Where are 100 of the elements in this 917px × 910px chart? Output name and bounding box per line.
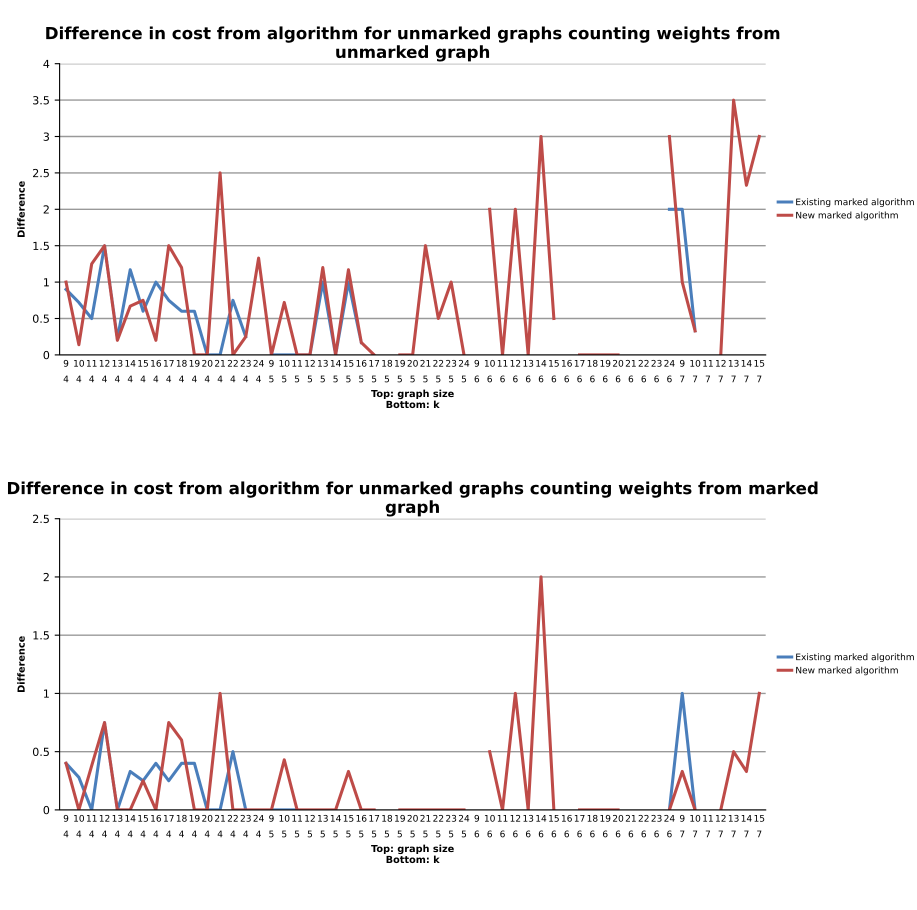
x-tick-label: 21 5 xyxy=(420,360,430,382)
x-tick-label: 19 6 xyxy=(600,814,610,838)
x-tick-label: 12 6 xyxy=(510,814,520,838)
x-tick-label: 13 7 xyxy=(728,814,739,838)
x-tick-label: 14 5 xyxy=(330,360,341,382)
x-tick-label: 24 6 xyxy=(664,360,675,382)
x-tick-label: 11 6 xyxy=(498,360,508,382)
x-tick-label: 22 4 xyxy=(228,360,238,382)
x-tick-label: 24 6 xyxy=(664,814,675,838)
x-tick-label: 19 4 xyxy=(190,814,200,838)
x-tick-label: 11 4 xyxy=(86,815,97,838)
x-axis-title: Top: graph size Bottom: k xyxy=(371,390,454,408)
x-tick-label: 9 7 xyxy=(680,814,684,838)
x-tick-label: 20 6 xyxy=(612,360,624,382)
x-tick-label: 20 4 xyxy=(202,360,212,382)
x-tick-label: 13 7 xyxy=(728,360,739,382)
x-tick-label: 23 6 xyxy=(651,360,662,382)
y-axis-title: Difference xyxy=(17,636,25,692)
x-tick-label: 10 5 xyxy=(280,360,290,382)
x-tick-label: 23 4 xyxy=(240,360,251,382)
x-tick-label: 16 4 xyxy=(151,360,162,382)
x-axis-title: Top: graph size Bottom: k xyxy=(371,844,454,864)
x-tick-label: 17 6 xyxy=(574,360,585,382)
x-tick-label: 18 5 xyxy=(382,360,392,382)
x-tick-label: 20 6 xyxy=(612,814,624,838)
x-tick-label: 22 6 xyxy=(638,360,649,382)
x-tick-label: 21 6 xyxy=(626,360,636,382)
x-tick-label: 11 4 xyxy=(86,360,97,382)
legend-label: Existing marked algorithm xyxy=(796,198,914,208)
x-tick-label: 11 5 xyxy=(292,360,302,382)
legend-label: New marked algorithm xyxy=(796,666,898,676)
x-tick-label: 12 5 xyxy=(305,814,315,838)
x-tick-label: 15 4 xyxy=(138,360,148,382)
x-tick-label: 14 4 xyxy=(125,360,136,382)
x-tick-label: 10 4 xyxy=(74,814,84,838)
x-tick-label: 9 6 xyxy=(474,360,480,382)
x-tick-label: 18 6 xyxy=(588,360,598,382)
y-axis-title: Difference xyxy=(17,181,25,237)
x-tick-label: 11 7 xyxy=(703,815,713,838)
x-tick-label: 9 7 xyxy=(680,360,684,382)
x-tick-label: 16 4 xyxy=(151,814,162,838)
x-tick-label: 13 5 xyxy=(318,360,328,382)
x-tick-label: 13 4 xyxy=(112,814,122,838)
y-tick-label: 2.5 xyxy=(33,168,49,178)
x-tick-label: 9 6 xyxy=(474,814,480,838)
x-tick-label: 15 5 xyxy=(344,360,354,382)
x-tick-label: 16 5 xyxy=(356,360,366,382)
y-tick-label: 0 xyxy=(44,350,50,360)
x-tick-label: 24 5 xyxy=(458,360,470,382)
y-tick-label: 3.5 xyxy=(33,96,49,104)
legend-label: Existing marked algorithm xyxy=(796,653,914,662)
x-tick-label: 22 6 xyxy=(638,814,649,838)
x-tick-label: 13 5 xyxy=(318,814,328,838)
x-tick-label: 9 4 xyxy=(64,814,68,838)
x-tick-label: 13 6 xyxy=(523,360,534,382)
x-tick-label: 20 5 xyxy=(408,360,418,382)
x-tick-label: 11 6 xyxy=(498,815,508,838)
x-tick-label: 16 6 xyxy=(562,360,572,382)
x-tick-label: 14 7 xyxy=(742,360,752,382)
x-tick-label: 21 4 xyxy=(215,814,225,838)
y-tick-label: 1 xyxy=(44,278,49,286)
x-tick-label: 14 6 xyxy=(536,815,546,838)
x-tick-label: 17 6 xyxy=(574,815,585,838)
x-tick-label: 10 6 xyxy=(484,360,495,382)
x-tick-label: 20 5 xyxy=(408,814,418,838)
x-tick-label: 15 4 xyxy=(138,815,148,838)
x-tick-label: 10 6 xyxy=(484,814,495,838)
legend-label: New marked algorithm xyxy=(796,212,898,220)
x-tick-label: 17 4 xyxy=(164,815,174,838)
x-tick-label: 14 4 xyxy=(125,815,136,838)
x-tick-label: 17 5 xyxy=(369,815,380,838)
x-tick-label: 19 5 xyxy=(395,814,405,838)
x-tick-label: 15 6 xyxy=(549,360,559,382)
x-tick-label: 18 4 xyxy=(176,360,187,382)
x-tick-label: 10 5 xyxy=(280,814,290,838)
x-tick-label: 12 7 xyxy=(716,814,726,838)
x-tick-label: 12 7 xyxy=(716,360,726,382)
x-tick-label: 18 6 xyxy=(588,814,598,838)
x-tick-label: 14 6 xyxy=(536,360,546,382)
x-tick-label: 20 4 xyxy=(202,814,212,838)
x-tick-label: 13 4 xyxy=(112,360,122,382)
x-tick-label: 22 4 xyxy=(228,814,238,838)
x-tick-label: 23 4 xyxy=(240,814,251,838)
x-tick-label: 16 5 xyxy=(356,814,366,838)
x-tick-label: 12 4 xyxy=(100,360,110,382)
x-tick-label: 9 5 xyxy=(269,360,274,382)
y-tick-label: 2.5 xyxy=(33,514,49,524)
x-tick-label: 17 4 xyxy=(164,360,174,382)
x-tick-label: 15 7 xyxy=(754,360,764,382)
x-tick-label: 19 4 xyxy=(190,360,200,382)
x-tick-label: 9 4 xyxy=(64,360,68,382)
y-tick-label: 4 xyxy=(43,60,50,68)
x-tick-label: 15 6 xyxy=(549,815,559,838)
x-tick-label: 13 6 xyxy=(523,814,534,838)
x-tick-label: 10 7 xyxy=(690,814,700,838)
x-tick-label: 14 7 xyxy=(742,815,752,838)
y-tick-label: 0 xyxy=(44,806,50,814)
x-tick-label: 11 5 xyxy=(292,815,302,838)
x-tick-label: 15 5 xyxy=(344,815,354,838)
x-tick-label: 22 5 xyxy=(433,814,444,838)
